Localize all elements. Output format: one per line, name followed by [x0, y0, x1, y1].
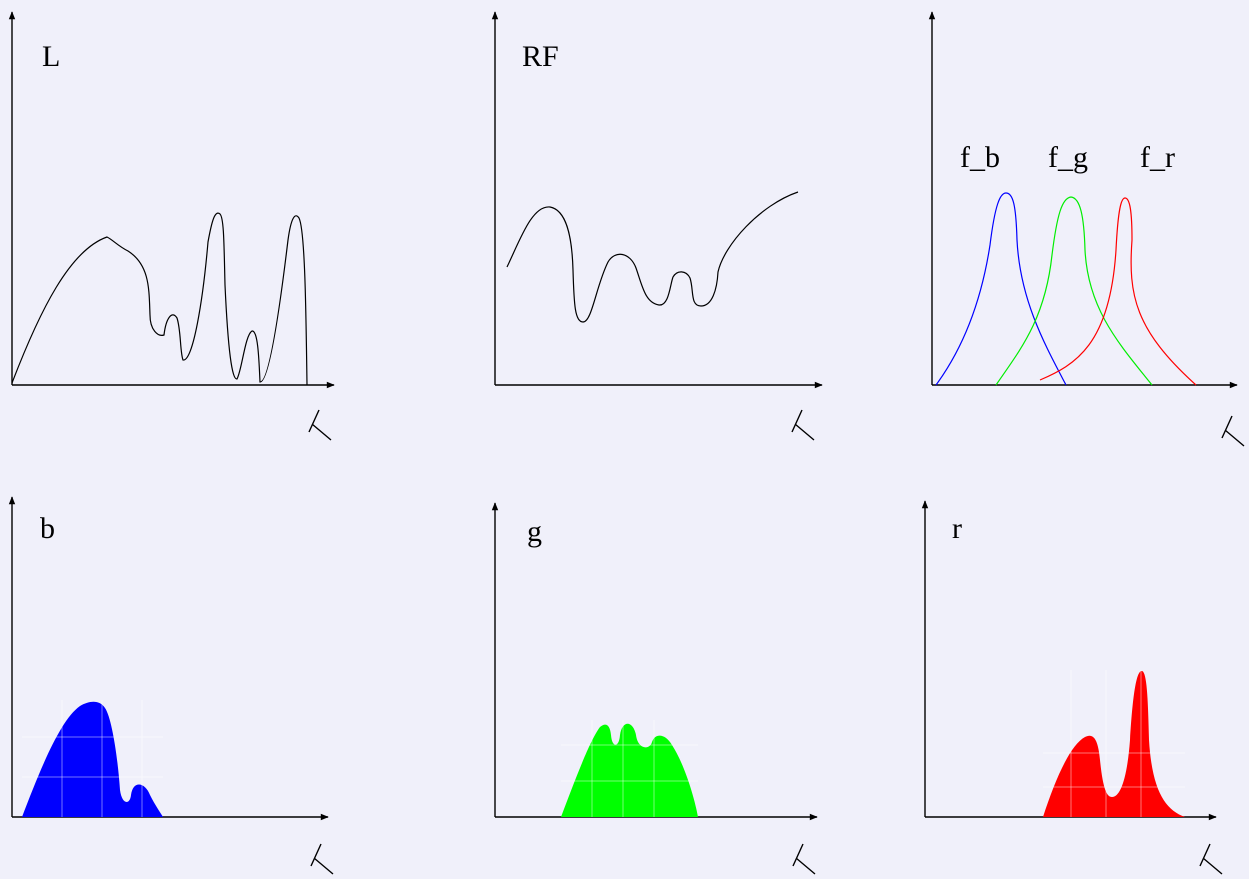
panel-filters: f_b f_g f_r	[928, 11, 1245, 447]
panel-label-red-channel: r	[952, 512, 962, 545]
lambda-glyph-icon	[310, 843, 334, 875]
grid-overlay	[22, 700, 163, 817]
red-channel-area	[1043, 670, 1185, 817]
panel-label-response: RF	[522, 40, 559, 73]
filter-label-green: f_g	[1048, 141, 1088, 174]
panel-label-green-channel: g	[527, 515, 542, 548]
lambda-glyph-icon	[792, 843, 816, 875]
blue-channel-area	[22, 701, 163, 817]
panel-label-blue-channel: b	[40, 512, 55, 545]
panel-light: L	[8, 11, 335, 441]
filter-label-blue: f_b	[960, 141, 1000, 174]
green-channel-area	[561, 723, 698, 817]
grid-overlay	[1043, 670, 1185, 817]
lambda-glyph-icon	[308, 409, 332, 441]
panel-green-channel: g	[491, 502, 818, 875]
light-spectrum-curve	[11, 212, 308, 386]
lambda-glyph-icon	[1199, 843, 1223, 875]
response-curve	[506, 191, 799, 323]
filter-label-red: f_r	[1140, 141, 1175, 174]
panel-response: RF	[491, 11, 823, 441]
grid-overlay	[561, 720, 698, 817]
filter-curve-blue	[935, 192, 1067, 386]
panel-red-channel: r	[921, 500, 1223, 875]
lambda-glyph-icon	[1221, 415, 1245, 447]
panel-label-light: L	[42, 40, 60, 73]
lambda-glyph-icon	[791, 409, 815, 441]
panel-blue-channel: b	[8, 496, 334, 875]
filter-curve-green	[995, 196, 1153, 386]
filter-curve-red	[1039, 197, 1197, 386]
